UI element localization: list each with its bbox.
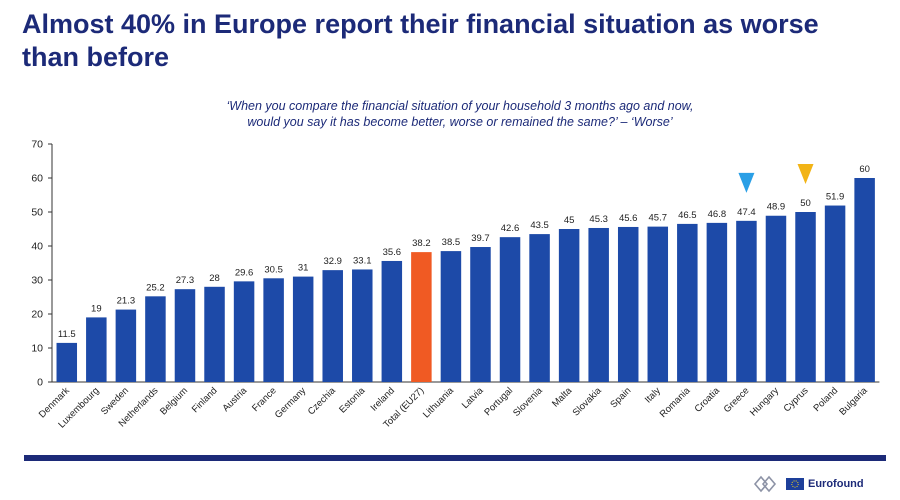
x-tick-label: Latvia — [460, 385, 486, 411]
x-tick-label: Belgium — [158, 385, 190, 417]
bar-value-label: 38.2 — [412, 238, 431, 249]
bar — [145, 296, 166, 382]
eurofound-mark-icon — [753, 475, 777, 493]
bar-value-label: 28 — [209, 273, 220, 284]
y-tick-label: 20 — [31, 309, 43, 321]
bar — [765, 215, 787, 382]
eu-flag-icon — [786, 478, 804, 490]
x-tick-label: Croatia — [693, 385, 723, 415]
bar — [677, 223, 698, 382]
chart-title: Almost 40% in Europe report their financ… — [22, 9, 819, 72]
bar — [499, 237, 521, 382]
yellow-triangle-marker-icon — [797, 164, 814, 184]
bar — [263, 278, 284, 382]
x-tick-label: Bulgaria — [837, 385, 870, 418]
y-tick-label: 70 — [31, 139, 43, 151]
bar-value-label: 32.9 — [323, 256, 342, 267]
y-tick-label: 0 — [37, 377, 43, 389]
subtitle-line-2: would you say it has become better, wors… — [247, 115, 673, 129]
x-tick-label: Estonia — [337, 385, 368, 416]
bar — [174, 289, 196, 382]
subtitle-line-1: ‘When you compare the financial situatio… — [226, 99, 694, 113]
bar-value-label: 48.9 — [767, 202, 786, 213]
bar — [647, 226, 669, 382]
bar-value-label: 46.8 — [708, 209, 727, 220]
bar-value-label: 50 — [800, 198, 811, 209]
bar-value-label: 45.6 — [619, 213, 638, 224]
bar — [824, 205, 846, 382]
x-tick-label: Ireland — [369, 385, 397, 413]
bar-chart: 01020304050607011.5Denmark19Luxembourg21… — [31, 139, 880, 430]
y-tick-label: 50 — [31, 207, 43, 219]
bar-value-label: 42.6 — [501, 223, 520, 234]
x-tick-label: Austria — [221, 385, 250, 414]
x-tick-label: Slovakia — [571, 385, 605, 419]
bar — [381, 260, 403, 382]
bar-value-label: 47.4 — [737, 207, 756, 218]
x-tick-label: Finland — [190, 385, 220, 415]
x-tick-label: Germany — [273, 385, 309, 421]
bar — [292, 276, 314, 382]
bar — [854, 178, 875, 382]
chart-subtitle: ‘When you compare the financial situatio… — [150, 98, 770, 130]
bar-value-label: 43.5 — [530, 220, 549, 231]
bar-value-label: 38.5 — [442, 237, 461, 248]
bar-value-label: 21.3 — [117, 296, 136, 307]
x-tick-label: Czechia — [306, 385, 339, 418]
bar — [56, 342, 78, 382]
bar — [233, 281, 255, 382]
bar — [588, 227, 609, 382]
x-tick-label: Lithuania — [421, 385, 457, 421]
bar-value-label: 31 — [298, 263, 309, 274]
brand-name: Eurofound — [808, 478, 864, 490]
bar — [470, 247, 491, 382]
bar — [617, 226, 639, 382]
bar-value-label: 25.2 — [146, 282, 165, 293]
bar-value-label: 19 — [91, 303, 102, 314]
bar — [706, 222, 728, 382]
bar-value-label: 35.6 — [383, 247, 402, 258]
y-tick-label: 10 — [31, 343, 43, 355]
bar-value-label: 51.9 — [826, 192, 845, 203]
bar-value-label: 33.1 — [353, 255, 372, 266]
bar-value-label: 45.7 — [649, 213, 668, 224]
bar-value-label: 11.5 — [58, 329, 76, 340]
bar — [322, 270, 343, 382]
x-tick-label: Hungary — [748, 385, 781, 418]
bar — [411, 252, 432, 382]
x-tick-label: Romania — [658, 385, 693, 420]
x-tick-label: Spain — [608, 385, 633, 410]
bar — [440, 251, 462, 382]
bar-value-label: 45.3 — [589, 214, 608, 225]
bar-value-label: 46.5 — [678, 210, 697, 221]
bar — [115, 309, 137, 382]
footer-rule — [24, 455, 886, 461]
bar — [529, 234, 550, 382]
blue-triangle-marker-icon — [738, 172, 755, 193]
bar-value-label: 60 — [859, 164, 870, 175]
eurofound-logo: Eurofound — [752, 474, 864, 494]
x-tick-label: France — [250, 385, 279, 414]
x-tick-label: Poland — [811, 385, 840, 414]
x-tick-label: Slovenia — [511, 385, 545, 419]
bar-value-label: 30.5 — [264, 264, 283, 275]
y-tick-label: 40 — [31, 241, 43, 253]
y-tick-label: 60 — [31, 173, 43, 185]
bar — [558, 229, 580, 382]
bar-value-label: 27.3 — [176, 275, 195, 286]
x-tick-label: Cyprus — [782, 385, 811, 414]
bar-value-label: 39.7 — [471, 233, 490, 244]
x-tick-label: Portugal — [482, 385, 515, 418]
bar — [352, 269, 373, 382]
bar-value-label: 29.6 — [235, 267, 254, 278]
bar-value-label: 45 — [564, 215, 575, 226]
x-tick-label: Malta — [550, 385, 575, 410]
y-tick-label: 30 — [31, 275, 43, 287]
bar — [736, 220, 757, 382]
bar — [86, 317, 107, 382]
x-tick-label: Italy — [643, 385, 663, 405]
bar — [204, 286, 225, 382]
bar — [795, 212, 816, 382]
